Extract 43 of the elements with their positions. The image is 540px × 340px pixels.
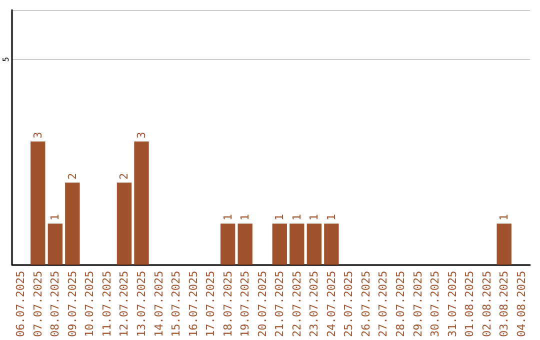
- data-label: 2: [66, 172, 79, 180]
- x-tick-label: 03.08.2025: [498, 270, 511, 338]
- x-tick-label: 28.07.2025: [394, 270, 407, 338]
- data-label: 1: [324, 214, 338, 221]
- x-tick-label: 30.07.2025: [428, 270, 442, 338]
- x-tick-label: 12.07.2025: [118, 270, 131, 338]
- x-tick-label: 11.07.2025: [100, 270, 114, 338]
- data-label: 2: [118, 172, 131, 180]
- data-label: 1: [308, 214, 321, 221]
- x-tick-label: 08.07.2025: [48, 270, 62, 338]
- y-tick-label: 5: [2, 56, 10, 62]
- x-tick-label: 16.07.2025: [186, 270, 200, 338]
- x-tick-label: 02.08.2025: [480, 270, 494, 338]
- data-label: 1: [290, 214, 304, 221]
- x-tick-label: 24.07.2025: [324, 270, 338, 338]
- x-tick-label: 20.07.2025: [256, 270, 269, 338]
- x-tick-label: 13.07.2025: [135, 270, 148, 338]
- x-tick-label: 01.08.2025: [463, 270, 476, 338]
- x-tick-label: 10.07.2025: [83, 270, 96, 338]
- x-tick-label: 19.07.2025: [238, 270, 252, 338]
- x-tick-label: 26.07.2025: [359, 270, 372, 338]
- x-tick-label: 15.07.2025: [170, 270, 183, 338]
- data-label: 1: [273, 214, 286, 221]
- x-tick-label: 25.07.2025: [342, 270, 356, 338]
- x-tick-label: 14.07.2025: [152, 270, 166, 338]
- x-tick-label: 04.08.2025: [514, 270, 528, 338]
- x-tick-label: 18.07.2025: [221, 270, 234, 338]
- data-label: 1: [498, 214, 511, 221]
- data-label: 1: [48, 214, 62, 221]
- data-label: 3: [135, 132, 148, 138]
- x-tick-label: 21.07.2025: [273, 270, 286, 338]
- x-tick-label: 09.07.2025: [66, 270, 79, 338]
- x-tick-label: 31.07.2025: [446, 270, 459, 338]
- x-tick-label: 23.07.2025: [308, 270, 321, 338]
- data-label: 3: [31, 132, 44, 138]
- x-tick-label: 22.07.2025: [290, 270, 304, 338]
- x-tick-label: 06.07.2025: [14, 270, 28, 338]
- x-tick-label: 27.07.2025: [376, 270, 390, 338]
- x-tick-label: 17.07.2025: [204, 270, 218, 338]
- x-tick-label: 07.07.2025: [31, 270, 44, 338]
- data-label: 1: [238, 214, 252, 221]
- x-tick-label: 29.07.2025: [411, 270, 424, 338]
- data-label: 1: [221, 214, 234, 221]
